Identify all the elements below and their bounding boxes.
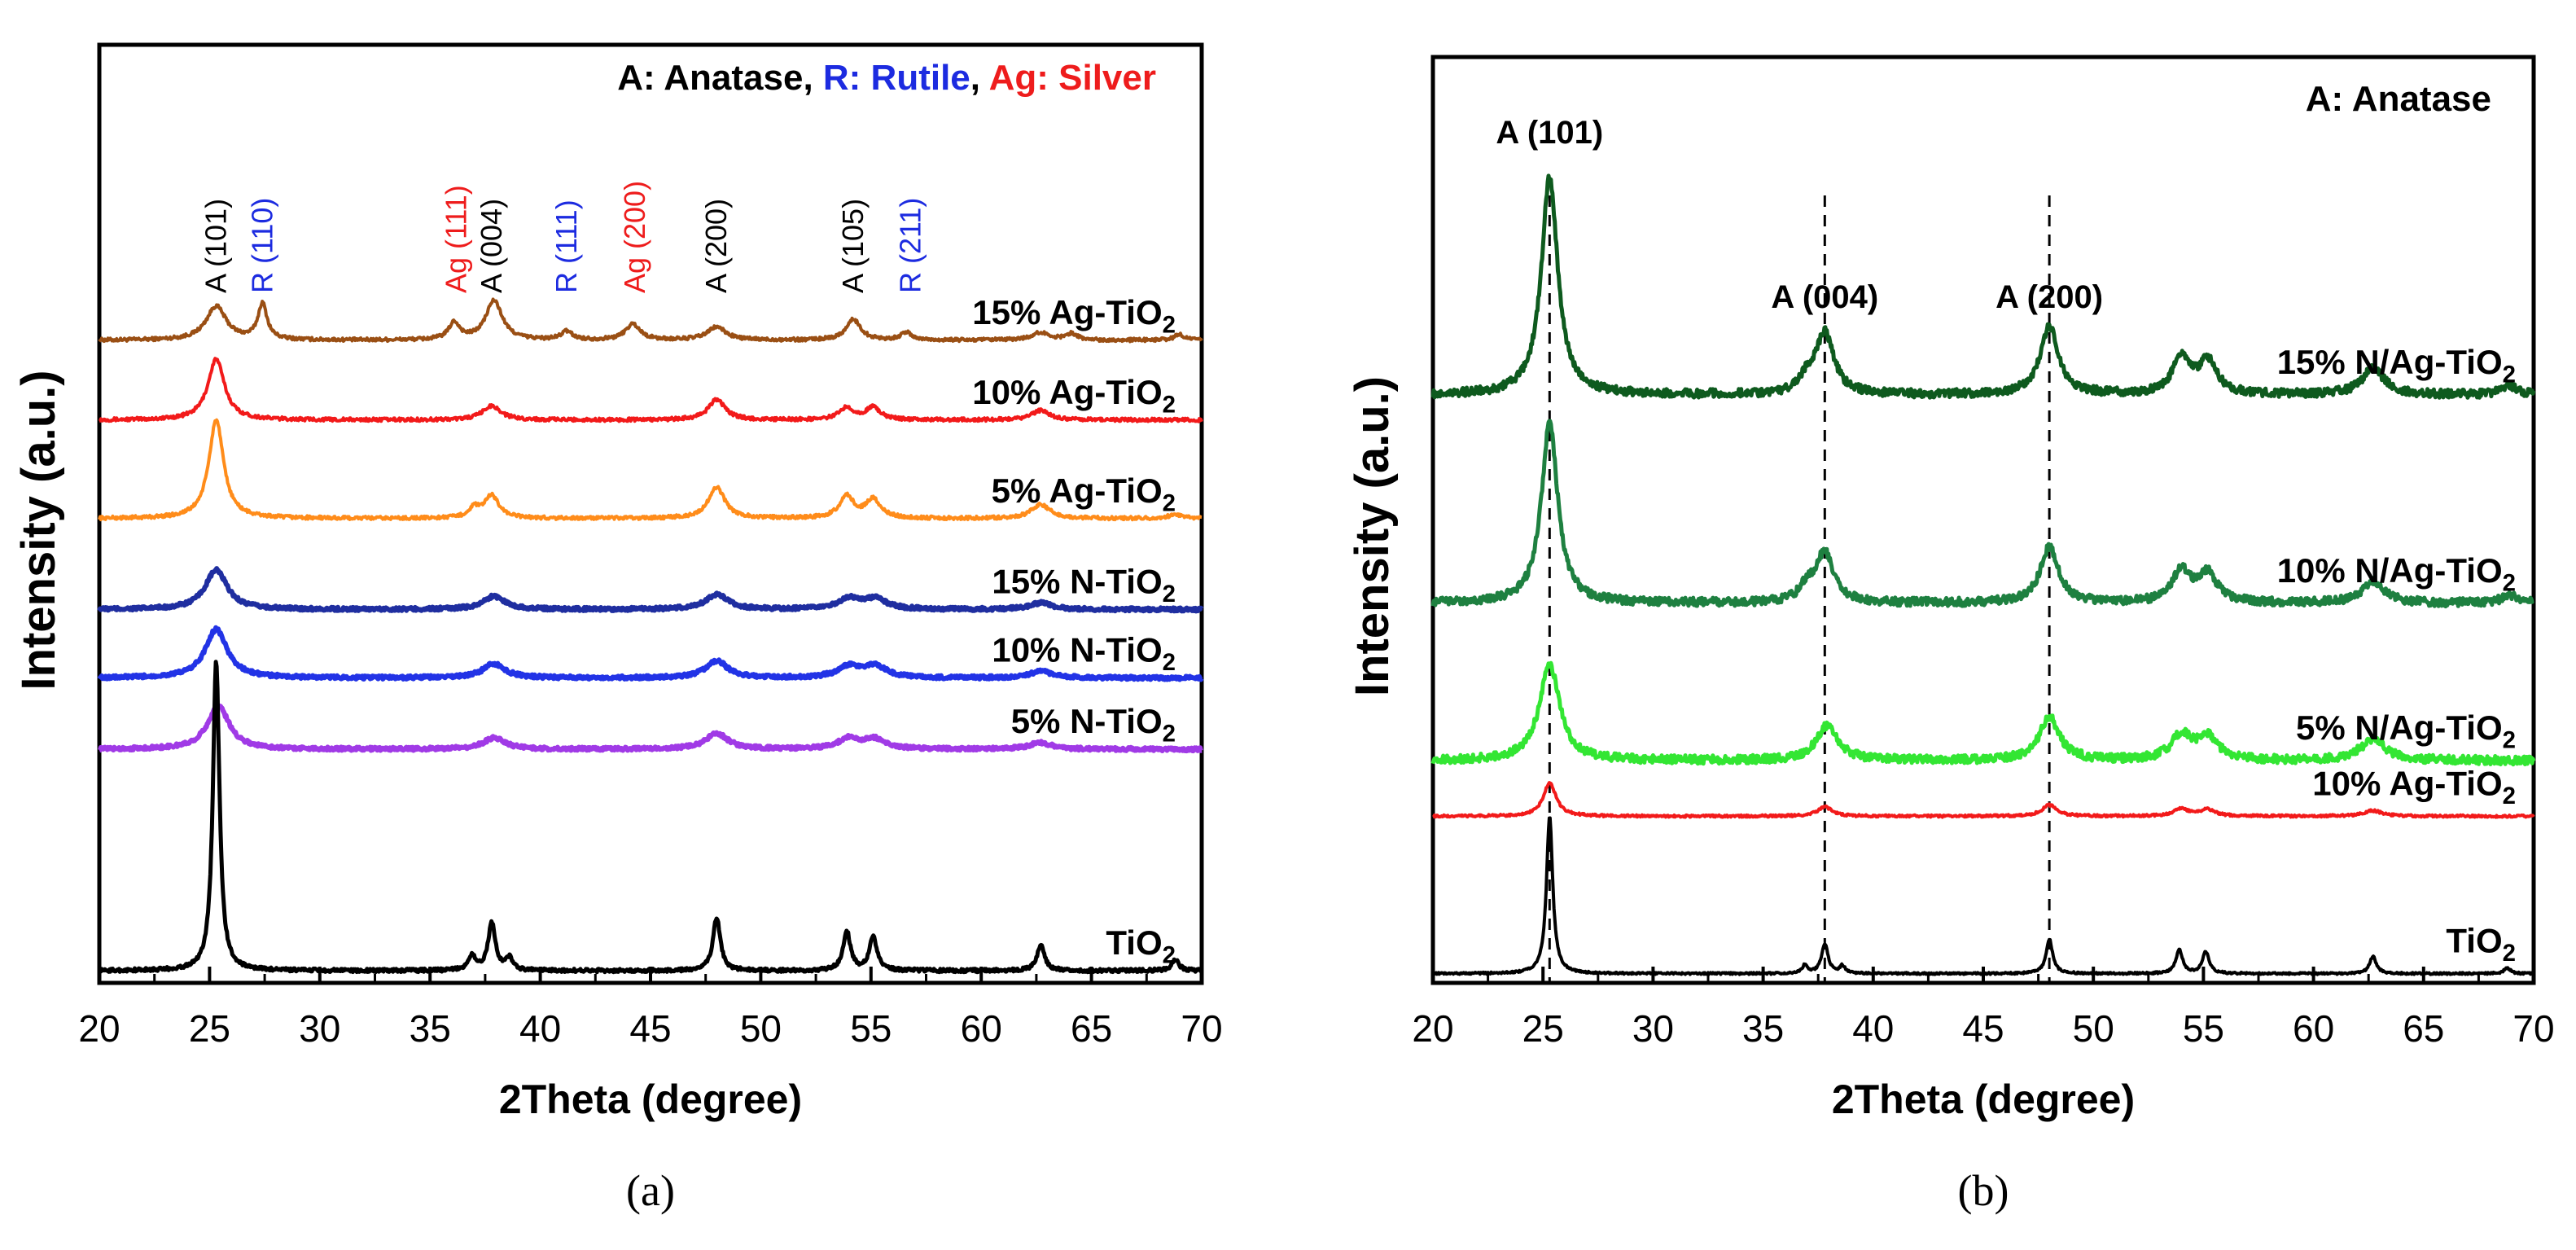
series-label-15-n-tio2: 15% N-TiO2	[992, 563, 1176, 608]
peak-label-a-004: A (004)	[1771, 279, 1878, 315]
series-5-ag-tio2-line	[98, 418, 1203, 522]
phase-legend-part: ,	[803, 58, 822, 98]
peak-label-a-004: A (004)	[475, 199, 508, 293]
series-label-10-ag-tio2: 10% Ag-TiO2	[972, 373, 1176, 419]
x-tick-label: 65	[1071, 1007, 1112, 1050]
series-label-5-ag-tio2: 5% Ag-TiO2	[992, 471, 1176, 517]
x-tick-label: 35	[1742, 1007, 1784, 1050]
panel-a-chart: 20 25 30 35 40 45 50 55 60 65 70 2Theta (degree) Int…	[12, 42, 1223, 1215]
y-axis-label: Intensity (a.u.)	[12, 370, 65, 690]
peak-label-a-105: A (105)	[836, 199, 870, 293]
peak-label-r-111: R (111)	[550, 200, 583, 293]
series-label-15-ag-tio2: 15% Ag-TiO2	[972, 293, 1176, 339]
series-10-ag-tio2-line	[1432, 781, 2535, 819]
series-5-n-ag-tio2-line	[1430, 660, 2536, 767]
panel-caption: (a)	[626, 1166, 675, 1215]
phase-legend-part: A: Anatase	[617, 58, 803, 98]
peak-label-a-101: A (101)	[199, 199, 233, 293]
peak-label-ag-200: Ag (200)	[618, 181, 651, 293]
x-tick-label: 55	[2183, 1007, 2224, 1050]
x-tick-label: 50	[740, 1007, 782, 1050]
phase-legend-part: R: Rutile	[823, 58, 970, 98]
series-tio2-line	[1431, 816, 2534, 976]
peak-label-ag-111: Ag (111)	[440, 185, 473, 293]
series-15-ag-tio2-line	[98, 297, 1203, 344]
x-tick-label: 70	[2512, 1007, 2554, 1050]
phase-legend-note: A: Anatase, R: Rutile, Ag: Silver	[617, 58, 1156, 98]
x-tick-label: 30	[299, 1007, 340, 1050]
phase-legend-part: ,	[970, 58, 989, 98]
x-tick-label: 30	[1632, 1007, 1674, 1050]
x-axis-label: 2Theta (degree)	[1832, 1077, 2135, 1122]
x-tick-label: 20	[78, 1007, 120, 1050]
peak-label-a-200: A (200)	[1996, 279, 2103, 315]
series-label-5-n-ag-tio2: 5% N/Ag-TiO2	[2296, 708, 2516, 754]
x-tick-label: 40	[1852, 1007, 1894, 1050]
x-axis: 20 25 30 35 40 45 50 55 60 65 70	[1412, 967, 2555, 1050]
series-label-10-ag-tio2: 10% Ag-TiO2	[2312, 764, 2516, 809]
peak-label-a-101: A (101)	[1496, 115, 1603, 151]
phase-legend-note: A: Anatase	[2306, 79, 2491, 119]
series-15-n-tio2-line	[97, 566, 1204, 614]
series-label-15-n-ag-tio2: 15% N/Ag-TiO2	[2277, 343, 2516, 388]
series-15-n-ag-tio2-line	[1430, 173, 2536, 400]
series-10-n-tio2-line	[97, 625, 1204, 682]
y-axis-label: Intensity (a.u.)	[1346, 376, 1399, 696]
x-axis: 20 25 30 35 40 45 50 55 60 65 70	[78, 967, 1223, 1050]
x-tick-label: 50	[2073, 1007, 2114, 1050]
x-axis-label: 2Theta (degree)	[499, 1077, 802, 1122]
phase-legend-part: A: Anatase	[2306, 79, 2491, 119]
panel-caption: (b)	[1958, 1166, 2009, 1215]
x-tick-label: 65	[2403, 1007, 2444, 1050]
peak-label-a-200: A (200)	[699, 199, 733, 293]
x-tick-label: 20	[1412, 1007, 1453, 1050]
series-label-5-n-tio2: 5% N-TiO2	[1011, 702, 1176, 748]
x-tick-label: 25	[189, 1007, 230, 1050]
x-tick-label: 40	[519, 1007, 561, 1050]
series-10-n-ag-tio2-line	[1430, 419, 2535, 609]
peak-label-r-110: R (110)	[245, 198, 278, 293]
series-label-10-n-tio2: 10% N-TiO2	[992, 631, 1176, 677]
x-tick-label: 60	[961, 1007, 1002, 1050]
x-tick-label: 55	[850, 1007, 892, 1050]
series-tio2-line	[97, 660, 1204, 975]
x-tick-label: 60	[2293, 1007, 2334, 1050]
peak-label-r-211: R (211)	[894, 198, 927, 293]
series-label-tio2: TiO2	[1106, 923, 1176, 969]
plot-frame	[1430, 55, 2536, 985]
x-tick-label: 70	[1181, 1007, 1222, 1050]
series-label-tio2: TiO2	[2446, 922, 2516, 967]
series-label-10-n-ag-tio2: 10% N/Ag-TiO2	[2277, 551, 2516, 597]
x-tick-label: 35	[410, 1007, 451, 1050]
x-tick-label: 45	[1962, 1007, 2004, 1050]
x-tick-label: 25	[1522, 1007, 1564, 1050]
phase-legend-part: Ag: Silver	[989, 58, 1156, 98]
x-tick-label: 45	[629, 1007, 671, 1050]
series-10-ag-tio2-line	[99, 357, 1203, 423]
panel-b-chart: 20 25 30 35 40 45 50 55 60 65 70 2Theta (degree) Int…	[1346, 55, 2555, 1215]
series-5-n-tio2-line	[98, 703, 1203, 754]
